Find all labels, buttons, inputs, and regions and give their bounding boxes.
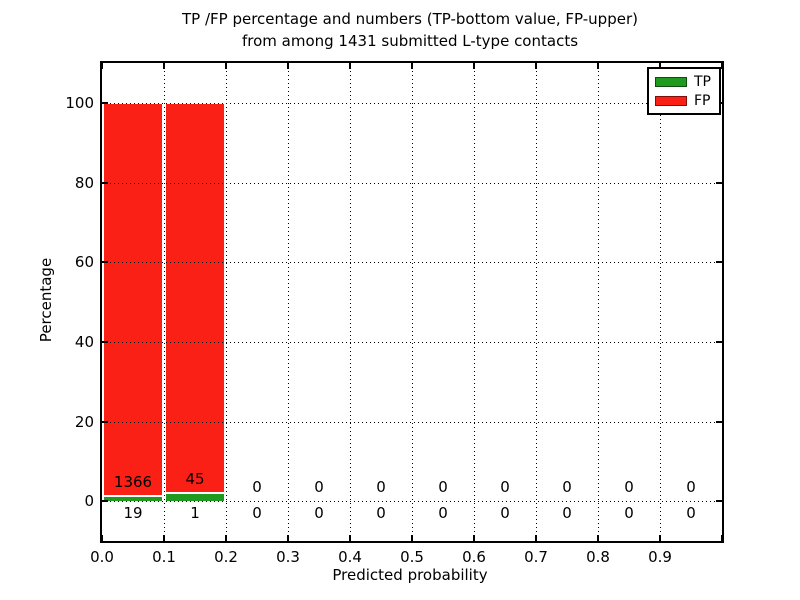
y-tickmark-left bbox=[102, 340, 108, 343]
x-tickmark-top bbox=[225, 63, 227, 69]
chart-title-line2: from among 1431 submitted L-type contact… bbox=[241, 32, 579, 50]
legend: TP FP bbox=[647, 67, 721, 115]
x-tick-label: 0.8 bbox=[586, 548, 610, 566]
v-gridline bbox=[350, 63, 351, 541]
x-tick-label: 0.1 bbox=[152, 548, 176, 566]
x-tick-label: 0.5 bbox=[400, 548, 424, 566]
tp-legend-label: TP bbox=[694, 73, 711, 90]
bar-segment-fp bbox=[165, 102, 225, 493]
tp-count-label: 0 bbox=[500, 504, 510, 523]
v-gridline bbox=[288, 63, 289, 541]
tp-legend-swatch bbox=[655, 76, 687, 87]
fp-count-label: 0 bbox=[624, 478, 634, 497]
y-tickmark-right bbox=[716, 340, 722, 343]
x-axis-label: Predicted probability bbox=[332, 566, 488, 584]
y-tickmark-left bbox=[102, 261, 108, 264]
x-tick-label: 0.7 bbox=[524, 548, 548, 566]
bar-segment-tp bbox=[165, 492, 225, 502]
y-tick-label: 40 bbox=[74, 332, 94, 351]
fp-count-label: 0 bbox=[252, 478, 262, 497]
fp-count-label: 1366 bbox=[113, 472, 153, 491]
y-tick-label: 60 bbox=[74, 253, 94, 272]
x-tickmark-bottom bbox=[597, 535, 599, 541]
fp-legend-swatch bbox=[655, 95, 687, 106]
y-tickmark-right bbox=[716, 420, 722, 423]
x-tickmark-bottom bbox=[287, 535, 289, 541]
fp-count-label: 0 bbox=[376, 478, 386, 497]
x-tickmark-top bbox=[597, 63, 599, 69]
y-tickmark-left bbox=[102, 420, 108, 423]
tp-count-label: 19 bbox=[123, 504, 143, 523]
x-tickmark-bottom bbox=[473, 535, 475, 541]
y-tickmark-left bbox=[102, 101, 108, 104]
x-tick-label: 0.3 bbox=[276, 548, 300, 566]
x-tickmark-top bbox=[659, 63, 661, 69]
x-tickmark-bottom bbox=[101, 535, 103, 541]
tp-count-label: 0 bbox=[562, 504, 572, 523]
y-tick-label: 0 bbox=[84, 492, 94, 511]
v-gridline bbox=[598, 63, 599, 541]
v-gridline bbox=[474, 63, 475, 541]
fp-legend-label: FP bbox=[694, 92, 711, 109]
fp-count-label: 0 bbox=[686, 478, 696, 497]
x-tickmark-top bbox=[411, 63, 413, 69]
x-tickmark-bottom bbox=[349, 535, 351, 541]
legend-item-tp: TP bbox=[655, 72, 719, 91]
x-tick-label: 0.0 bbox=[90, 548, 114, 566]
fp-count-label: 45 bbox=[185, 469, 205, 488]
x-tickmark-top bbox=[349, 63, 351, 69]
fp-count-label: 0 bbox=[314, 478, 324, 497]
tp-count-label: 1 bbox=[190, 504, 200, 523]
fp-count-label: 0 bbox=[438, 478, 448, 497]
tp-count-label: 0 bbox=[252, 504, 262, 523]
x-tick-label: 0.6 bbox=[462, 548, 486, 566]
tp-count-label: 0 bbox=[314, 504, 324, 523]
legend-item-fp: FP bbox=[655, 91, 719, 110]
x-tick-label: 0.9 bbox=[648, 548, 672, 566]
x-tickmark-bottom bbox=[163, 535, 165, 541]
v-gridline bbox=[536, 63, 537, 541]
x-tickmark-bottom bbox=[721, 535, 723, 541]
v-gridline bbox=[164, 63, 165, 541]
y-tickmark-right bbox=[716, 261, 722, 264]
x-tickmark-bottom bbox=[225, 535, 227, 541]
x-tickmark-bottom bbox=[535, 535, 537, 541]
tp-count-label: 0 bbox=[624, 504, 634, 523]
bar-segment-fp bbox=[103, 102, 163, 496]
x-tick-label: 0.4 bbox=[338, 548, 362, 566]
y-tickmark-right bbox=[716, 500, 722, 503]
y-tick-label: 100 bbox=[65, 93, 94, 112]
fp-count-label: 0 bbox=[562, 478, 572, 497]
y-tickmark-left bbox=[102, 181, 108, 184]
y-tickmark-left bbox=[102, 500, 108, 503]
y-tickmark-right bbox=[716, 181, 722, 184]
tp-count-label: 0 bbox=[438, 504, 448, 523]
x-tickmark-top bbox=[287, 63, 289, 69]
x-tickmark-top bbox=[535, 63, 537, 69]
fp-count-label: 0 bbox=[500, 478, 510, 497]
y-tick-label: 20 bbox=[74, 412, 94, 431]
tp-count-label: 0 bbox=[376, 504, 386, 523]
v-gridline bbox=[660, 63, 661, 541]
bar-segment-tp bbox=[103, 495, 163, 502]
v-gridline bbox=[226, 63, 227, 541]
y-tick-label: 80 bbox=[74, 173, 94, 192]
x-tick-label: 0.2 bbox=[214, 548, 238, 566]
chart-title: TP /FP percentage and numbers (TP-bottom… bbox=[100, 8, 720, 52]
x-tickmark-bottom bbox=[411, 535, 413, 541]
plot-area: TP FP 0.0 0.1 0.2 0.3 0.4 0.5 0.6 0.7 0.8 0.9 0 20 4… bbox=[65, 61, 724, 566]
x-tickmark-top bbox=[721, 63, 723, 69]
x-tickmark-top bbox=[473, 63, 475, 69]
v-gridline bbox=[412, 63, 413, 541]
tp-count-label: 0 bbox=[686, 504, 696, 523]
x-tickmark-bottom bbox=[659, 535, 661, 541]
chart-title-line1: TP /FP percentage and numbers (TP-bottom… bbox=[182, 10, 638, 28]
x-tickmark-top bbox=[101, 63, 103, 69]
x-tickmark-top bbox=[163, 63, 165, 69]
